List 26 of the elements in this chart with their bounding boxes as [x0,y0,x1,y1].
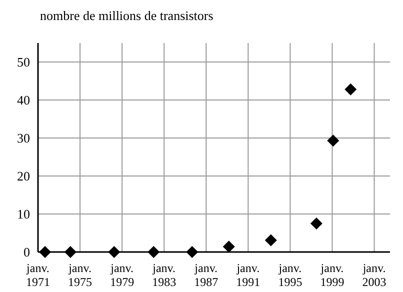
x-tick-label: janv. 1975 [68,261,92,289]
point [186,246,198,258]
x-tick-label: janv. 1979 [110,261,134,289]
x-tick-label: janv. 1991 [236,261,260,289]
point [64,246,76,258]
y-tick-label: 0 [24,244,30,260]
y-tick-label: 50 [17,54,30,70]
point [310,218,322,230]
x-tick-label: janv. 1971 [26,261,50,289]
point [264,234,277,246]
y-tick-label: 30 [17,130,30,146]
point [344,83,357,96]
y-axis-title: nombre de millions de transistors [40,8,214,24]
x-tick-label: janv. 1987 [194,261,218,289]
x-tick-label: janv. 1999 [320,261,344,289]
x-tick-label: janv. 2003 [362,261,386,289]
x-tick-label: janv. 1995 [278,261,302,289]
point [327,134,340,147]
point [38,246,51,258]
point [222,240,235,253]
y-tick-label: 20 [17,168,30,184]
y-tick-label: 40 [17,92,30,108]
point [148,246,160,258]
x-tick-label: janv. 1983 [152,261,176,289]
point [108,246,120,258]
y-tick-label: 10 [17,206,30,222]
